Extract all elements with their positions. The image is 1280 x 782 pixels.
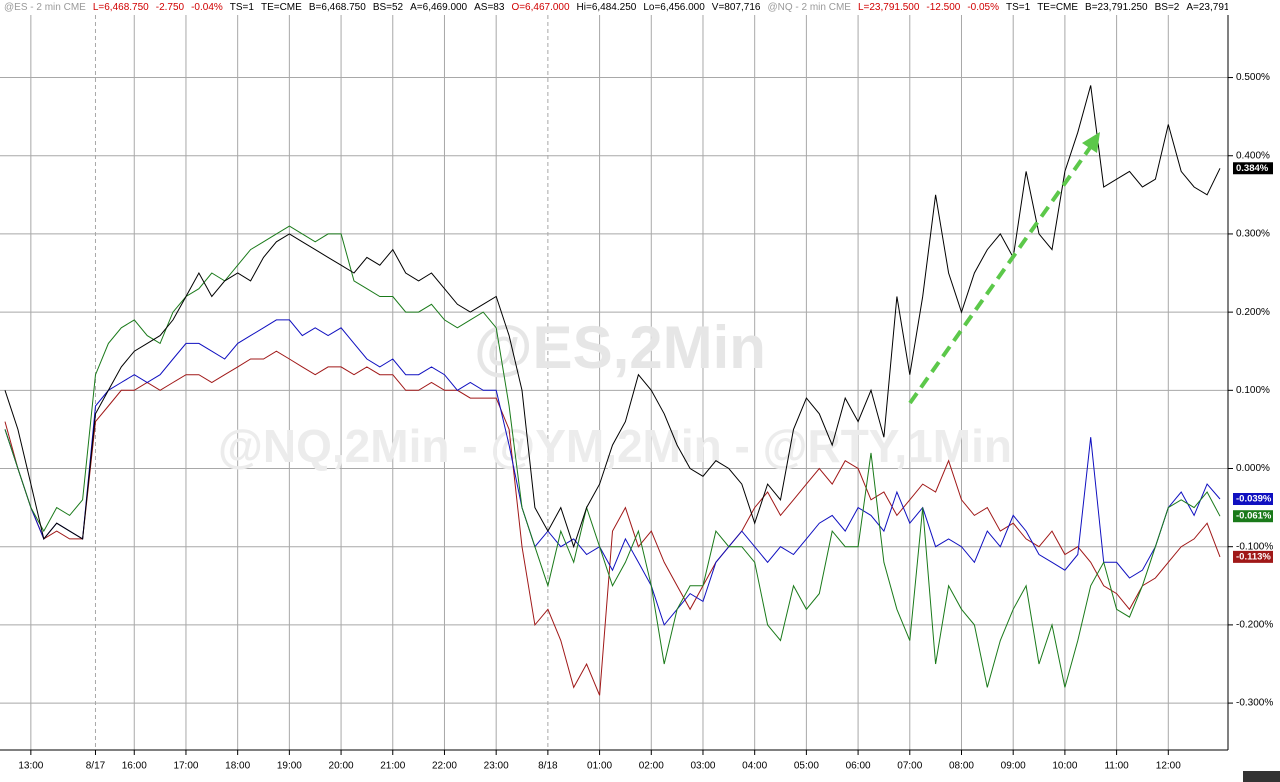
watermark: @ES,2Min — [474, 314, 766, 381]
header-field: TE=CME — [260, 2, 302, 13]
x-tick-label: 01:00 — [587, 761, 612, 772]
x-tick-label: 19:00 — [277, 761, 302, 772]
x-tick-label: 09:00 — [1001, 761, 1026, 772]
x-tick-label: 10:00 — [1052, 761, 1077, 772]
annotation-arrowhead — [1082, 132, 1100, 153]
header-field: Hi=6,484.250 — [576, 2, 637, 13]
header-field: BS=52 — [372, 2, 404, 13]
axes: -0.300% -0.200% -0.100% 0.000% 0.100% 0.200% 0… — [18, 72, 1273, 771]
series-line — [4, 350, 1221, 696]
series-line — [4, 85, 1221, 549]
header-field: TS=1 — [229, 2, 254, 13]
header-field: -2.750 — [155, 2, 185, 13]
x-tick-label: 12:00 — [1156, 761, 1181, 772]
header-field: A=23,791.750 — [1186, 2, 1228, 13]
header-field: TE=CME — [1037, 2, 1079, 13]
header-field: A=6,469.000 — [410, 2, 468, 13]
x-tick-label: 02:00 — [639, 761, 664, 772]
last-value-badge: -0.113% — [1233, 550, 1273, 563]
header-field: B=23,791.250 — [1085, 2, 1148, 13]
x-tick-label: 07:00 — [897, 761, 922, 772]
last-value-badge: -0.039% — [1233, 493, 1273, 506]
header-field: AS=83 — [474, 2, 505, 13]
header-bar: @ES - 2 min CME L=6,468.750 -2.750 -0.04% TS… — [4, 0, 1228, 15]
header-field: -0.04% — [191, 2, 223, 13]
last-value-badge: 0.384% — [1233, 162, 1273, 175]
y-tick-label: -0.100% — [1236, 541, 1273, 552]
x-tick-label: 8/18 — [538, 761, 558, 772]
x-tick-label: 20:00 — [329, 761, 354, 772]
series-line — [4, 225, 1221, 688]
header-field: L=23,791.500 — [857, 2, 920, 13]
last-value-badge: -0.061% — [1233, 510, 1273, 523]
header-field: @ES - 2 min CME — [4, 2, 86, 13]
watermark: @NQ,2Min - @YM,2Min - @RTY,1Min — [218, 420, 1012, 472]
header-field: -0.05% — [967, 2, 1000, 13]
x-tick-label: 21:00 — [380, 761, 405, 772]
header-field: B=6,468.750 — [308, 2, 366, 13]
header-field: Lo=6,456.000 — [643, 2, 705, 13]
last-value-label: -0.113% — [1236, 551, 1271, 562]
x-tick-label: 11:00 — [1104, 761, 1129, 772]
x-tick-label: 16:00 — [122, 761, 147, 772]
x-tick-label: 04:00 — [742, 761, 767, 772]
y-tick-label: 0.400% — [1236, 150, 1270, 161]
x-tick-label: 06:00 — [846, 761, 871, 772]
y-tick-label: 0.000% — [1236, 463, 1270, 474]
header-field: @NQ - 2 min CME — [767, 2, 851, 13]
x-tick-label: 18:00 — [225, 761, 250, 772]
header-field: -12.500 — [926, 2, 961, 13]
last-value-label: -0.039% — [1236, 494, 1272, 505]
series-line — [4, 319, 1221, 626]
last-value-box — [1233, 493, 1273, 506]
y-tick-label: 0.200% — [1236, 307, 1270, 318]
x-tick-label: 17:00 — [173, 761, 198, 772]
header-field: O=6,467.000 — [511, 2, 570, 13]
last-value-box — [1233, 550, 1273, 563]
y-tick-label: 0.500% — [1236, 72, 1270, 83]
x-tick-label: 23:00 — [484, 761, 509, 772]
y-tick-label: -0.200% — [1236, 620, 1273, 631]
y-tick-label: -0.300% — [1236, 698, 1273, 709]
x-tick-label: 13:00 — [18, 761, 43, 772]
x-tick-label: 05:00 — [794, 761, 819, 772]
header-field: V=807,716 — [711, 2, 761, 13]
x-tick-label: 03:00 — [690, 761, 715, 772]
x-tick-label: 08:00 — [949, 761, 974, 772]
header-field: BS=2 — [1154, 2, 1180, 13]
last-value-label: 0.384% — [1236, 163, 1269, 174]
x-tick-label: 8/17 — [86, 761, 106, 772]
grid — [0, 15, 1228, 750]
annotation-arrow — [908, 140, 1096, 405]
header-field: L=6,468.750 — [92, 2, 149, 13]
x-tick-label: 22:00 — [432, 761, 457, 772]
last-value-box — [1233, 510, 1273, 523]
last-value-box — [1233, 162, 1273, 175]
header-field: TS=1 — [1006, 2, 1031, 13]
scroll-handle[interactable] — [1243, 771, 1280, 782]
plot-area — [4, 85, 1221, 696]
y-tick-label: 0.100% — [1236, 385, 1270, 396]
last-value-label: -0.061% — [1236, 511, 1272, 522]
y-tick-label: 0.300% — [1236, 229, 1270, 240]
